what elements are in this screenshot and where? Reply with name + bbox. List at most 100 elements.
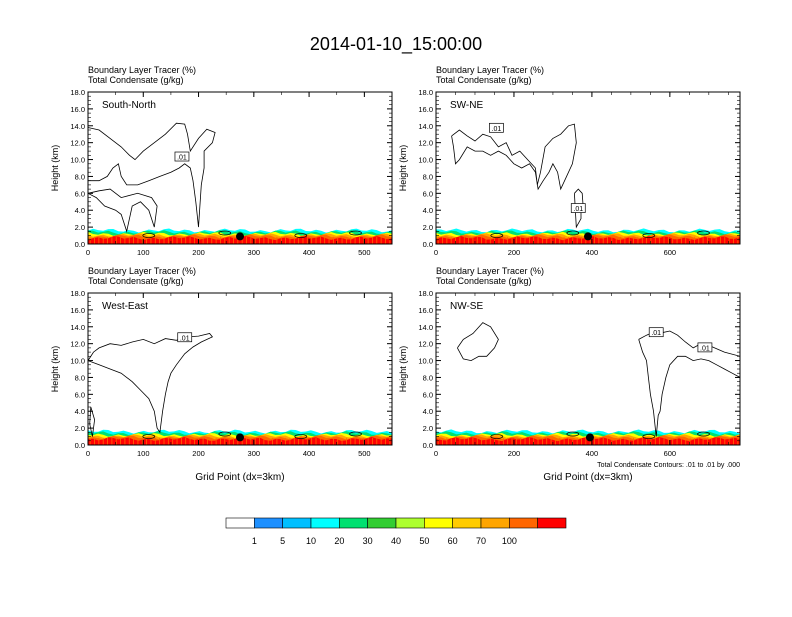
colorbar: 1 5 10 20 30 40 50 60 70 100 bbox=[225, 517, 567, 546]
y-tick-label: 16.0 bbox=[418, 306, 433, 315]
colorbar-swatch bbox=[395, 517, 425, 529]
y-tick-label: 16.0 bbox=[418, 105, 433, 114]
location-marker bbox=[236, 433, 244, 442]
colorbar-label: 10 bbox=[306, 536, 316, 546]
y-tick-label: 6.0 bbox=[75, 390, 85, 399]
y-tick-label: 4.0 bbox=[75, 407, 85, 416]
panel-header-line: Boundary Layer Tracer (%) bbox=[436, 65, 544, 75]
y-tick-label: 12.0 bbox=[418, 139, 433, 148]
panel-header-line: Boundary Layer Tracer (%) bbox=[88, 266, 196, 276]
plot-frame bbox=[435, 91, 741, 245]
x-tick-label: 200 bbox=[192, 248, 205, 257]
colorbar-swatch bbox=[282, 517, 312, 529]
colorbar-label: 30 bbox=[363, 536, 373, 546]
condensate-contour-small bbox=[349, 230, 362, 236]
condensate-contour-small bbox=[142, 434, 156, 439]
condensate-contour-small bbox=[294, 233, 308, 238]
colorbar-swatch bbox=[367, 517, 397, 529]
panel-label: NW-SE bbox=[450, 301, 483, 312]
condensate-contour bbox=[638, 330, 741, 437]
y-tick-label: 8.0 bbox=[75, 373, 85, 382]
plot-frame bbox=[435, 292, 741, 446]
colorbar-label: 70 bbox=[476, 536, 486, 546]
location-marker bbox=[236, 232, 244, 241]
y-tick-label: 2.0 bbox=[423, 424, 433, 433]
colorbar-swatch bbox=[225, 517, 255, 529]
condensate-contour-small bbox=[218, 431, 232, 437]
plot-frame bbox=[87, 91, 393, 245]
x-tick-label: 200 bbox=[508, 449, 521, 458]
y-tick-label: 6.0 bbox=[75, 189, 85, 198]
condensate-contour-small bbox=[294, 434, 308, 439]
condensate-contour bbox=[451, 123, 577, 191]
y-tick-label: 14.0 bbox=[418, 122, 433, 131]
x-tick-label: 400 bbox=[586, 248, 599, 257]
panel-header-line: Total Condensate (g/kg) bbox=[436, 276, 532, 286]
y-axis-label: Height (km) bbox=[398, 346, 408, 393]
tracer-field bbox=[436, 429, 740, 445]
x-tick-label: 500 bbox=[358, 248, 371, 257]
panel-west-east: Boundary Layer Tracer (%)Total Condensat… bbox=[50, 266, 393, 483]
panel-south-north: Boundary Layer Tracer (%)Total Condensat… bbox=[50, 65, 393, 257]
y-tick-label: 14.0 bbox=[418, 323, 433, 332]
panel-header-line: Total Condensate (g/kg) bbox=[88, 276, 184, 286]
panel-label: SW-NE bbox=[450, 100, 483, 111]
y-tick-label: 10.0 bbox=[418, 156, 433, 165]
x-tick-label: 300 bbox=[248, 248, 261, 257]
colorbar-swatch bbox=[452, 517, 482, 529]
panel-label: South-North bbox=[102, 100, 156, 111]
condensate-contour bbox=[87, 188, 158, 233]
x-tick-label: 500 bbox=[358, 449, 371, 458]
x-tick-label: 100 bbox=[137, 449, 150, 458]
y-tick-label: 8.0 bbox=[75, 172, 85, 181]
x-tick-label: 300 bbox=[248, 449, 261, 458]
condensate-contour-small bbox=[642, 233, 656, 238]
y-tick-label: 0.0 bbox=[75, 441, 85, 450]
contour-footnote: Total Condensate Contours: .01 to .01 by… bbox=[597, 462, 740, 469]
condensate-contour-small bbox=[142, 233, 156, 238]
x-tick-label: 600 bbox=[664, 449, 677, 458]
contour-label-box bbox=[174, 151, 190, 162]
x-axis-label: Grid Point (dx=3km) bbox=[195, 472, 284, 483]
colorbar-swatch bbox=[480, 517, 510, 529]
x-tick-label: 0 bbox=[434, 248, 438, 257]
plot-frame bbox=[87, 292, 393, 446]
colorbar-label: 100 bbox=[502, 536, 517, 546]
condensate-contour-small bbox=[566, 230, 580, 236]
contour-label-box bbox=[648, 327, 664, 338]
colorbar-swatch bbox=[509, 517, 538, 529]
y-tick-label: 0.0 bbox=[423, 240, 433, 249]
y-tick-label: 6.0 bbox=[423, 390, 433, 399]
y-axis-label: Height (km) bbox=[50, 145, 60, 192]
y-tick-label: 8.0 bbox=[423, 373, 433, 382]
panel-header-line: Total Condensate (g/kg) bbox=[88, 75, 184, 85]
condensate-contour-small bbox=[566, 431, 580, 437]
contour-label-box bbox=[697, 342, 713, 353]
condensate-contour-small bbox=[642, 434, 656, 439]
condensate-contour-small bbox=[490, 233, 504, 238]
panel-sw-ne: Boundary Layer Tracer (%)Total Condensat… bbox=[398, 65, 741, 257]
colorbar-label: 40 bbox=[391, 536, 401, 546]
y-tick-label: 18.0 bbox=[70, 88, 85, 97]
x-tick-label: 600 bbox=[664, 248, 677, 257]
colorbar-swatch bbox=[339, 517, 368, 529]
y-tick-label: 0.0 bbox=[423, 441, 433, 450]
colorbar-swatch bbox=[254, 517, 283, 529]
x-tick-label: 0 bbox=[86, 449, 90, 458]
x-tick-label: 200 bbox=[508, 248, 521, 257]
y-tick-label: 10.0 bbox=[70, 156, 85, 165]
condensate-contour-small bbox=[697, 431, 710, 437]
y-tick-label: 4.0 bbox=[75, 206, 85, 215]
colorbar-label: 60 bbox=[448, 536, 458, 546]
location-marker bbox=[585, 433, 594, 442]
contour-label: .01 bbox=[180, 335, 190, 342]
contour-label: .01 bbox=[177, 155, 187, 162]
y-tick-label: 4.0 bbox=[423, 407, 433, 416]
contour-label-box bbox=[489, 122, 504, 133]
y-tick-label: 18.0 bbox=[418, 289, 433, 298]
contour-label: .01 bbox=[651, 330, 661, 337]
y-tick-label: 12.0 bbox=[70, 139, 85, 148]
condensate-contour-small bbox=[218, 230, 232, 236]
x-tick-label: 400 bbox=[303, 248, 316, 257]
